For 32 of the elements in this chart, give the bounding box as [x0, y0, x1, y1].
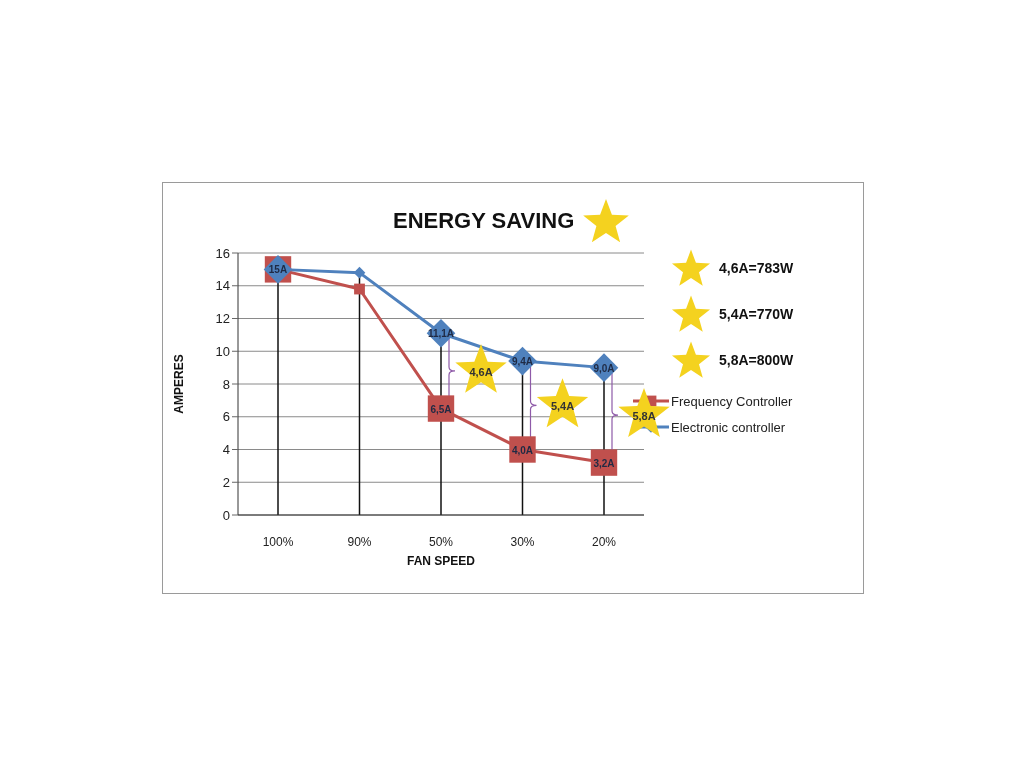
- data-label: 6,5A: [430, 403, 452, 415]
- data-label: 4,0A: [511, 444, 534, 456]
- text: 5,8A=800W: [719, 352, 794, 368]
- x-tick-label: 100%: [262, 534, 294, 549]
- y-tick-label: 8: [222, 376, 230, 392]
- y-axis-title: AMPERES: [172, 354, 187, 414]
- data-label: 11,1A: [427, 328, 455, 340]
- text: 4,6A=783W: [719, 260, 794, 276]
- y-tick-label: 6: [222, 409, 230, 425]
- x-tick-label: 90%: [347, 534, 372, 549]
- x-tick-label: 50%: [428, 534, 454, 549]
- y-tick-label: 12: [215, 311, 230, 327]
- data-label: 3,2A: [593, 457, 615, 469]
- y-tick-label: 2: [222, 474, 230, 490]
- data-label: 15A: [268, 264, 288, 276]
- x-tick-label: 30%: [510, 534, 535, 549]
- text: 5,4A=770W: [719, 306, 794, 322]
- y-tick-label: 16: [215, 245, 230, 261]
- annotation: 5,8A: [632, 410, 656, 423]
- chart-title: ENERGY SAVING: [393, 208, 575, 234]
- annotation: 4,6A: [469, 365, 493, 378]
- legend-label: Frequency Controller: [671, 393, 793, 409]
- y-tick-label: 10: [215, 343, 230, 359]
- data-label: 9,0A: [593, 362, 615, 374]
- legend-label: Electronic controller: [671, 419, 786, 435]
- x-axis-title: FAN SPEED: [406, 554, 476, 568]
- annotation: 5,4A: [550, 400, 575, 413]
- y-tick-label: 14: [215, 278, 230, 294]
- y-tick-label: 0: [222, 507, 230, 523]
- y-tick-label: 4: [222, 442, 230, 458]
- data-label: 9,4A: [511, 356, 534, 368]
- x-tick-label: 20%: [591, 534, 617, 549]
